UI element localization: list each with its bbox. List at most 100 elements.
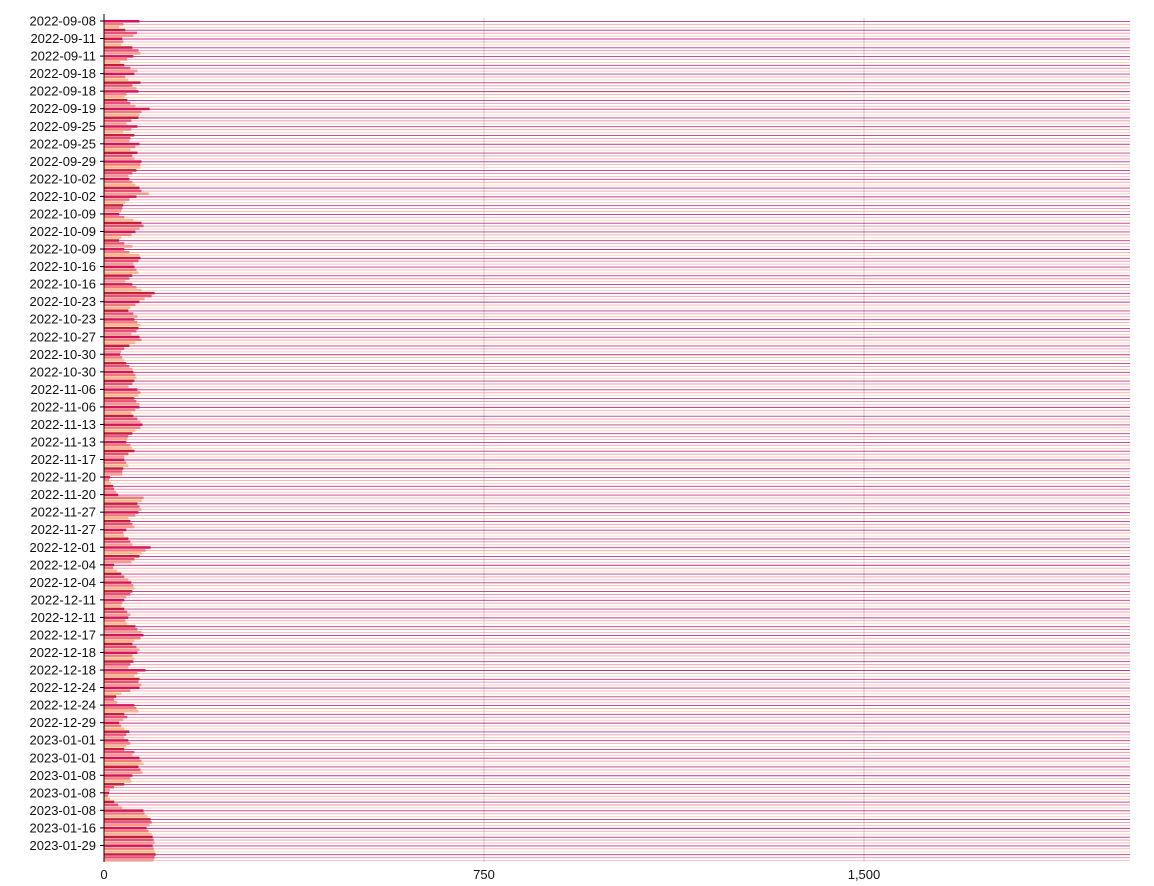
y-tick-label: 2022-09-11 bbox=[30, 49, 96, 64]
y-tick-label: 2022-10-30 bbox=[30, 364, 97, 379]
bar bbox=[104, 125, 138, 128]
bar bbox=[104, 750, 135, 754]
y-tick-label: 2022-11-06 bbox=[30, 382, 96, 397]
y-tick-label: 2023-01-01 bbox=[30, 750, 97, 765]
bar bbox=[104, 698, 115, 701]
bar bbox=[104, 20, 140, 23]
bar bbox=[104, 461, 127, 464]
bar bbox=[104, 277, 130, 280]
y-tick-label: 2023-01-08 bbox=[30, 803, 97, 818]
bar bbox=[104, 742, 131, 745]
y-tick-label: 2022-09-29 bbox=[30, 154, 97, 169]
y-tick-label: 2022-09-11 bbox=[30, 31, 96, 46]
y-tick-label: 2022-11-20 bbox=[30, 470, 96, 485]
bar bbox=[104, 139, 130, 143]
bar bbox=[104, 134, 135, 137]
bar bbox=[104, 183, 136, 187]
bar bbox=[104, 122, 127, 125]
bar bbox=[104, 543, 133, 546]
bar bbox=[104, 271, 139, 274]
row-track-lines bbox=[104, 21, 1130, 861]
bar bbox=[104, 777, 131, 780]
bar bbox=[104, 256, 141, 260]
bar bbox=[104, 370, 134, 374]
bar bbox=[104, 391, 141, 394]
bar bbox=[104, 154, 133, 157]
bar bbox=[104, 791, 110, 795]
bar bbox=[104, 43, 122, 46]
bar bbox=[104, 622, 128, 625]
y-tick-label: 2022-12-04 bbox=[30, 557, 97, 572]
bar bbox=[104, 242, 125, 245]
bar bbox=[104, 288, 142, 292]
bar bbox=[104, 730, 130, 733]
bar bbox=[104, 581, 132, 584]
bar bbox=[104, 487, 115, 491]
bar bbox=[104, 274, 133, 277]
bar bbox=[104, 835, 153, 839]
bar bbox=[104, 794, 109, 798]
bar bbox=[104, 233, 132, 236]
bar bbox=[104, 759, 142, 763]
bar bbox=[104, 639, 135, 643]
bar bbox=[104, 788, 111, 792]
bar bbox=[104, 438, 128, 441]
bar bbox=[104, 569, 118, 573]
bar bbox=[104, 160, 142, 163]
bar bbox=[104, 724, 122, 728]
bar bbox=[104, 555, 140, 558]
bar bbox=[104, 452, 129, 456]
bar bbox=[104, 587, 135, 590]
bar bbox=[104, 221, 142, 225]
bar bbox=[104, 382, 133, 386]
bar bbox=[104, 326, 139, 330]
bar bbox=[104, 853, 156, 856]
bar bbox=[104, 552, 142, 555]
bar bbox=[104, 335, 140, 339]
bar bbox=[104, 657, 135, 660]
axes bbox=[100, 14, 105, 862]
bar bbox=[104, 838, 154, 842]
bar bbox=[104, 718, 124, 722]
bar bbox=[104, 616, 129, 619]
bar bbox=[104, 467, 124, 470]
bar bbox=[104, 590, 133, 593]
bar bbox=[104, 423, 143, 426]
bar bbox=[104, 262, 134, 266]
y-tick-label: 2022-10-27 bbox=[30, 329, 97, 344]
y-tick-label: 2022-11-17 bbox=[30, 452, 96, 467]
bar bbox=[104, 832, 152, 836]
bar bbox=[104, 660, 134, 663]
bar bbox=[104, 674, 135, 678]
bar bbox=[104, 604, 122, 608]
bar bbox=[104, 212, 120, 216]
bar bbox=[104, 110, 142, 114]
bar bbox=[104, 628, 138, 631]
bar bbox=[104, 338, 142, 342]
bar bbox=[104, 859, 154, 862]
bar bbox=[104, 426, 141, 429]
bar bbox=[104, 376, 137, 380]
bar bbox=[104, 300, 140, 304]
y-tick-label: 2022-11-20 bbox=[30, 487, 96, 502]
bar bbox=[104, 537, 129, 540]
bar bbox=[104, 502, 138, 505]
y-tick-label: 2022-09-19 bbox=[30, 101, 97, 116]
bar bbox=[104, 841, 155, 845]
bar bbox=[104, 101, 131, 105]
bar bbox=[104, 505, 140, 508]
bar bbox=[104, 549, 146, 552]
bar bbox=[104, 823, 150, 827]
bar bbox=[104, 534, 125, 538]
bar bbox=[104, 821, 152, 824]
bar bbox=[104, 303, 136, 307]
bar bbox=[104, 210, 122, 213]
bar bbox=[104, 136, 131, 140]
bar bbox=[104, 259, 139, 263]
bar bbox=[104, 774, 133, 777]
bar bbox=[104, 174, 129, 178]
bar bbox=[104, 593, 131, 596]
y-tick-label: 2022-12-11 bbox=[30, 610, 96, 625]
bar bbox=[104, 712, 125, 716]
